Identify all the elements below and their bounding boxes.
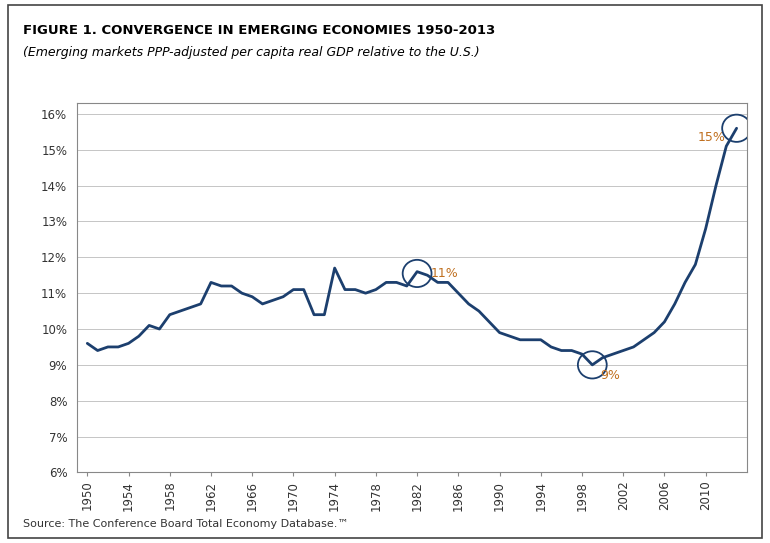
Text: 15%: 15% xyxy=(698,131,725,144)
Text: 11%: 11% xyxy=(430,267,458,280)
Text: Source: The Conference Board Total Economy Database.™: Source: The Conference Board Total Econo… xyxy=(23,520,349,529)
Text: FIGURE 1. CONVERGENCE IN EMERGING ECONOMIES 1950-2013: FIGURE 1. CONVERGENCE IN EMERGING ECONOM… xyxy=(23,24,495,37)
Text: (Emerging markets PPP-adjusted per capita real GDP relative to the U.S.): (Emerging markets PPP-adjusted per capit… xyxy=(23,46,480,59)
Text: 9%: 9% xyxy=(601,369,621,382)
